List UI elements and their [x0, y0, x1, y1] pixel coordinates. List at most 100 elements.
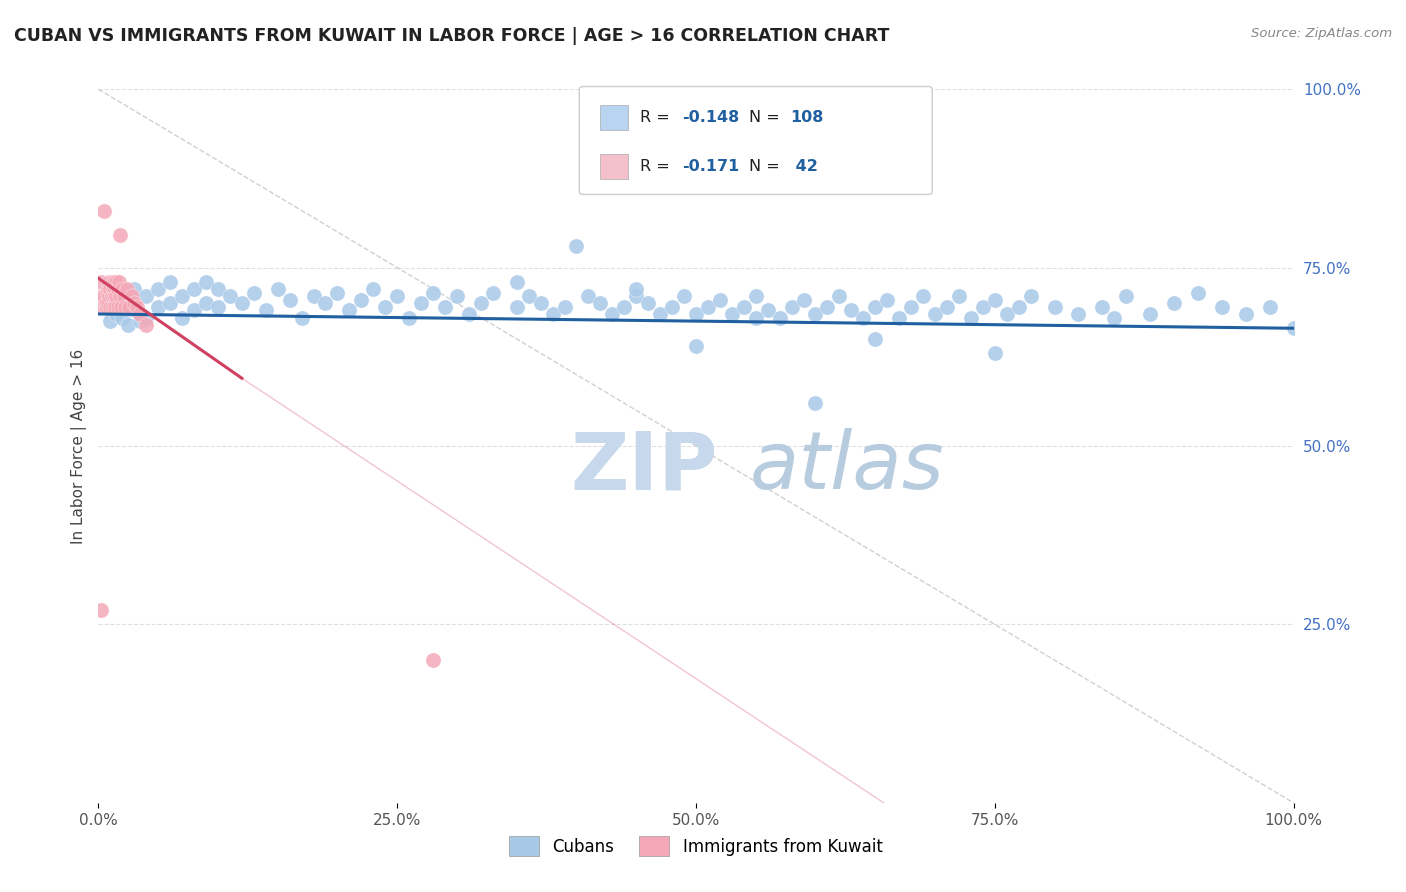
Text: 108: 108 — [790, 111, 824, 125]
Point — [828, 289, 851, 303]
Point — [626, 289, 648, 303]
Point — [1282, 321, 1305, 335]
Point — [207, 300, 229, 314]
Text: R =: R = — [640, 111, 675, 125]
Point — [105, 307, 128, 321]
Point — [972, 300, 994, 314]
Point — [135, 289, 157, 303]
Point — [125, 300, 148, 314]
Point — [183, 303, 205, 318]
Point — [98, 300, 122, 314]
Point — [111, 296, 134, 310]
Point — [1008, 300, 1031, 314]
Point — [470, 296, 492, 310]
Point — [100, 289, 122, 303]
Point — [995, 307, 1018, 321]
Point — [1139, 307, 1161, 321]
Point — [721, 307, 744, 321]
Point — [1019, 289, 1042, 303]
Point — [565, 239, 588, 253]
Point — [172, 310, 194, 325]
Point — [98, 289, 121, 303]
Point — [112, 289, 135, 303]
Text: atlas: atlas — [749, 428, 945, 507]
Point — [876, 293, 898, 307]
Point — [148, 282, 170, 296]
Point — [118, 300, 141, 314]
Point — [103, 289, 125, 303]
Text: R =: R = — [640, 160, 675, 175]
Point — [110, 300, 132, 314]
Point — [1234, 307, 1257, 321]
Point — [111, 310, 134, 325]
Text: N =: N = — [749, 111, 786, 125]
Point — [865, 332, 887, 346]
Point — [94, 296, 117, 310]
Point — [90, 275, 112, 289]
Point — [793, 293, 815, 307]
Point — [93, 203, 115, 218]
Point — [278, 293, 301, 307]
Point — [841, 303, 863, 318]
Point — [554, 300, 576, 314]
Point — [91, 289, 114, 303]
Point — [936, 300, 959, 314]
Point — [1104, 310, 1126, 325]
Point — [1258, 300, 1281, 314]
Legend: Cubans, Immigrants from Kuwait: Cubans, Immigrants from Kuwait — [502, 830, 890, 863]
Point — [685, 307, 707, 321]
Point — [673, 289, 696, 303]
Point — [458, 307, 481, 321]
Point — [101, 300, 124, 314]
Point — [115, 282, 138, 296]
Point — [98, 282, 122, 296]
Point — [709, 293, 731, 307]
Point — [815, 300, 838, 314]
Point — [924, 307, 946, 321]
Point — [756, 303, 779, 318]
Text: -0.148: -0.148 — [682, 111, 740, 125]
Point — [398, 310, 420, 325]
Point — [105, 275, 128, 289]
Point — [363, 282, 385, 296]
Y-axis label: In Labor Force | Age > 16: In Labor Force | Age > 16 — [72, 349, 87, 543]
Point — [107, 300, 129, 314]
Point — [481, 285, 505, 300]
Point — [108, 289, 131, 303]
Point — [385, 289, 409, 303]
Point — [254, 303, 277, 318]
Point — [90, 603, 112, 617]
Point — [1091, 300, 1114, 314]
Point — [117, 318, 139, 332]
Point — [541, 307, 564, 321]
Point — [97, 296, 120, 310]
Point — [434, 300, 457, 314]
Point — [93, 289, 115, 303]
Point — [124, 303, 146, 318]
Point — [108, 228, 131, 243]
Point — [852, 310, 875, 325]
Point — [111, 282, 134, 296]
Point — [948, 289, 970, 303]
Point — [637, 296, 659, 310]
Point — [124, 296, 146, 310]
Point — [697, 300, 720, 314]
Point — [984, 293, 1007, 307]
Point — [626, 282, 648, 296]
Point — [121, 289, 143, 303]
Point — [231, 296, 253, 310]
Point — [804, 307, 827, 321]
Text: N =: N = — [749, 160, 786, 175]
Point — [195, 275, 218, 289]
Point — [900, 300, 922, 314]
Point — [411, 296, 433, 310]
Point — [315, 296, 337, 310]
Point — [243, 285, 266, 300]
Point — [172, 289, 194, 303]
Text: Source: ZipAtlas.com: Source: ZipAtlas.com — [1251, 27, 1392, 40]
Point — [506, 300, 529, 314]
Point — [98, 314, 122, 328]
Point — [602, 307, 624, 321]
Point — [422, 653, 444, 667]
Point — [780, 300, 803, 314]
